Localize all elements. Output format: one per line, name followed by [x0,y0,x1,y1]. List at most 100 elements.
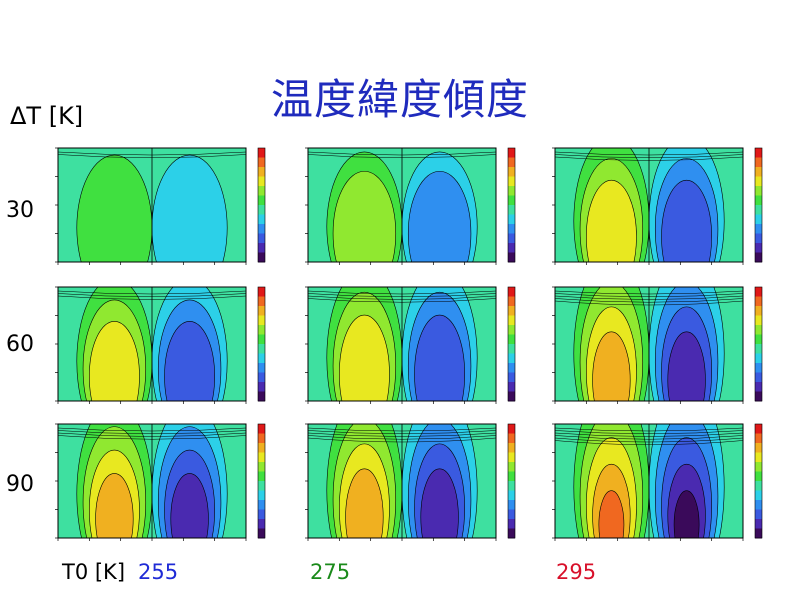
colorbar-frame [257,286,266,402]
colorbar-segment [755,481,762,491]
contour-panel-60-255 [44,281,306,417]
colorbar-segment [258,424,265,434]
colorbar-segment [755,528,762,539]
colorbar-segment [755,306,762,316]
colorbar-segment [508,167,515,177]
contour-plot [305,147,516,265]
colorbar-segment [508,148,515,158]
colorbar-segment [755,433,762,444]
colorbar-segment [258,353,265,364]
t0-axis-label: T0 [K] [62,560,126,584]
contour-panel-90-295 [541,418,800,554]
colorbar-segment [755,224,762,234]
colorbar-segment [508,509,515,520]
colorbar-segment [258,167,265,177]
warm-contour [586,179,637,262]
colorbar-segment [258,306,265,316]
colorbar-segment [755,252,762,263]
colorbar-segment [755,315,762,326]
colorbar-segment [755,363,762,373]
colorbar-segment [258,528,265,539]
colorbar-segment [508,424,515,434]
warm-contour [598,490,625,538]
colorbar-segment [755,471,762,482]
colorbar-segment [755,509,762,520]
colorbar-segment [258,315,265,326]
colorbar-segment [508,233,515,244]
colorbar-segment [755,205,762,215]
colorbar-segment [508,176,515,187]
cold-contour [164,321,215,401]
colorbar-segment [258,296,265,307]
colorbar-segment [755,243,762,253]
contour-panel-90-255 [44,418,306,554]
colorbar-segment [508,195,515,206]
col-label-275: 275 [310,560,351,584]
colorbar-segment [755,462,762,472]
colorbar-segment [258,334,265,345]
colorbar-segment [508,490,515,501]
row-label-60: 60 [6,332,34,357]
colorbar-segment [258,481,265,491]
colorbar-segment [755,186,762,196]
cold-contour [673,490,700,538]
contour-plot [305,423,516,541]
colorbar-frame [754,423,763,539]
colorbar-segment [508,372,515,383]
colorbar-segment [258,372,265,383]
colorbar-segment [258,452,265,463]
colorbar-segment [508,344,515,354]
colorbar-segment [258,471,265,482]
colorbar-segment [508,519,515,529]
delta-t-axis-label: ΔT [K] [10,102,84,130]
colorbar-segment [508,315,515,326]
contour-plot [552,286,763,404]
colorbar-segment [258,205,265,215]
colorbar-segment [508,287,515,297]
warm-contour [332,170,397,262]
colorbar-frame [507,147,516,263]
colorbar-segment [258,325,265,335]
colorbar-segment [508,433,515,444]
colorbar-segment [755,195,762,206]
colorbar-segment [755,214,762,225]
colorbar-segment [508,452,515,463]
colorbar-segment [258,176,265,187]
colorbar-segment [508,481,515,491]
col-label-255: 255 [138,560,179,584]
colorbar-segment [258,363,265,373]
colorbar-segment [755,325,762,335]
colorbar-frame [507,286,516,402]
warm-contour [89,321,140,401]
contour-panel-60-275 [294,281,556,417]
contour-panel-60-295 [541,281,800,417]
colorbar-segment [258,195,265,206]
colorbar-segment [258,224,265,234]
colorbar-segment [508,243,515,253]
colorbar-segment [755,353,762,364]
colorbar-segment [258,391,265,402]
colorbar-segment [258,233,265,244]
colorbar-segment [755,148,762,158]
colorbar-segment [755,233,762,244]
contour-panel-30-255 [44,142,306,278]
colorbar-segment [508,252,515,263]
contour-plot [305,286,516,404]
colorbar-segment [755,500,762,510]
cold-contour [661,179,712,262]
colorbar-segment [755,167,762,177]
colorbar-frame [754,147,763,263]
colorbar-segment [755,372,762,383]
warm-contour [345,468,384,538]
colorbar-segment [755,391,762,402]
colorbar-segment [508,382,515,392]
colorbar-segment [755,452,762,463]
colorbar-segment [508,528,515,539]
cold-contour [420,468,459,538]
row-label-30: 30 [6,198,34,223]
colorbar-segment [258,462,265,472]
colorbar-segment [508,157,515,168]
colorbar-segment [508,471,515,482]
cold-contour [407,170,472,262]
colorbar-segment [508,500,515,510]
